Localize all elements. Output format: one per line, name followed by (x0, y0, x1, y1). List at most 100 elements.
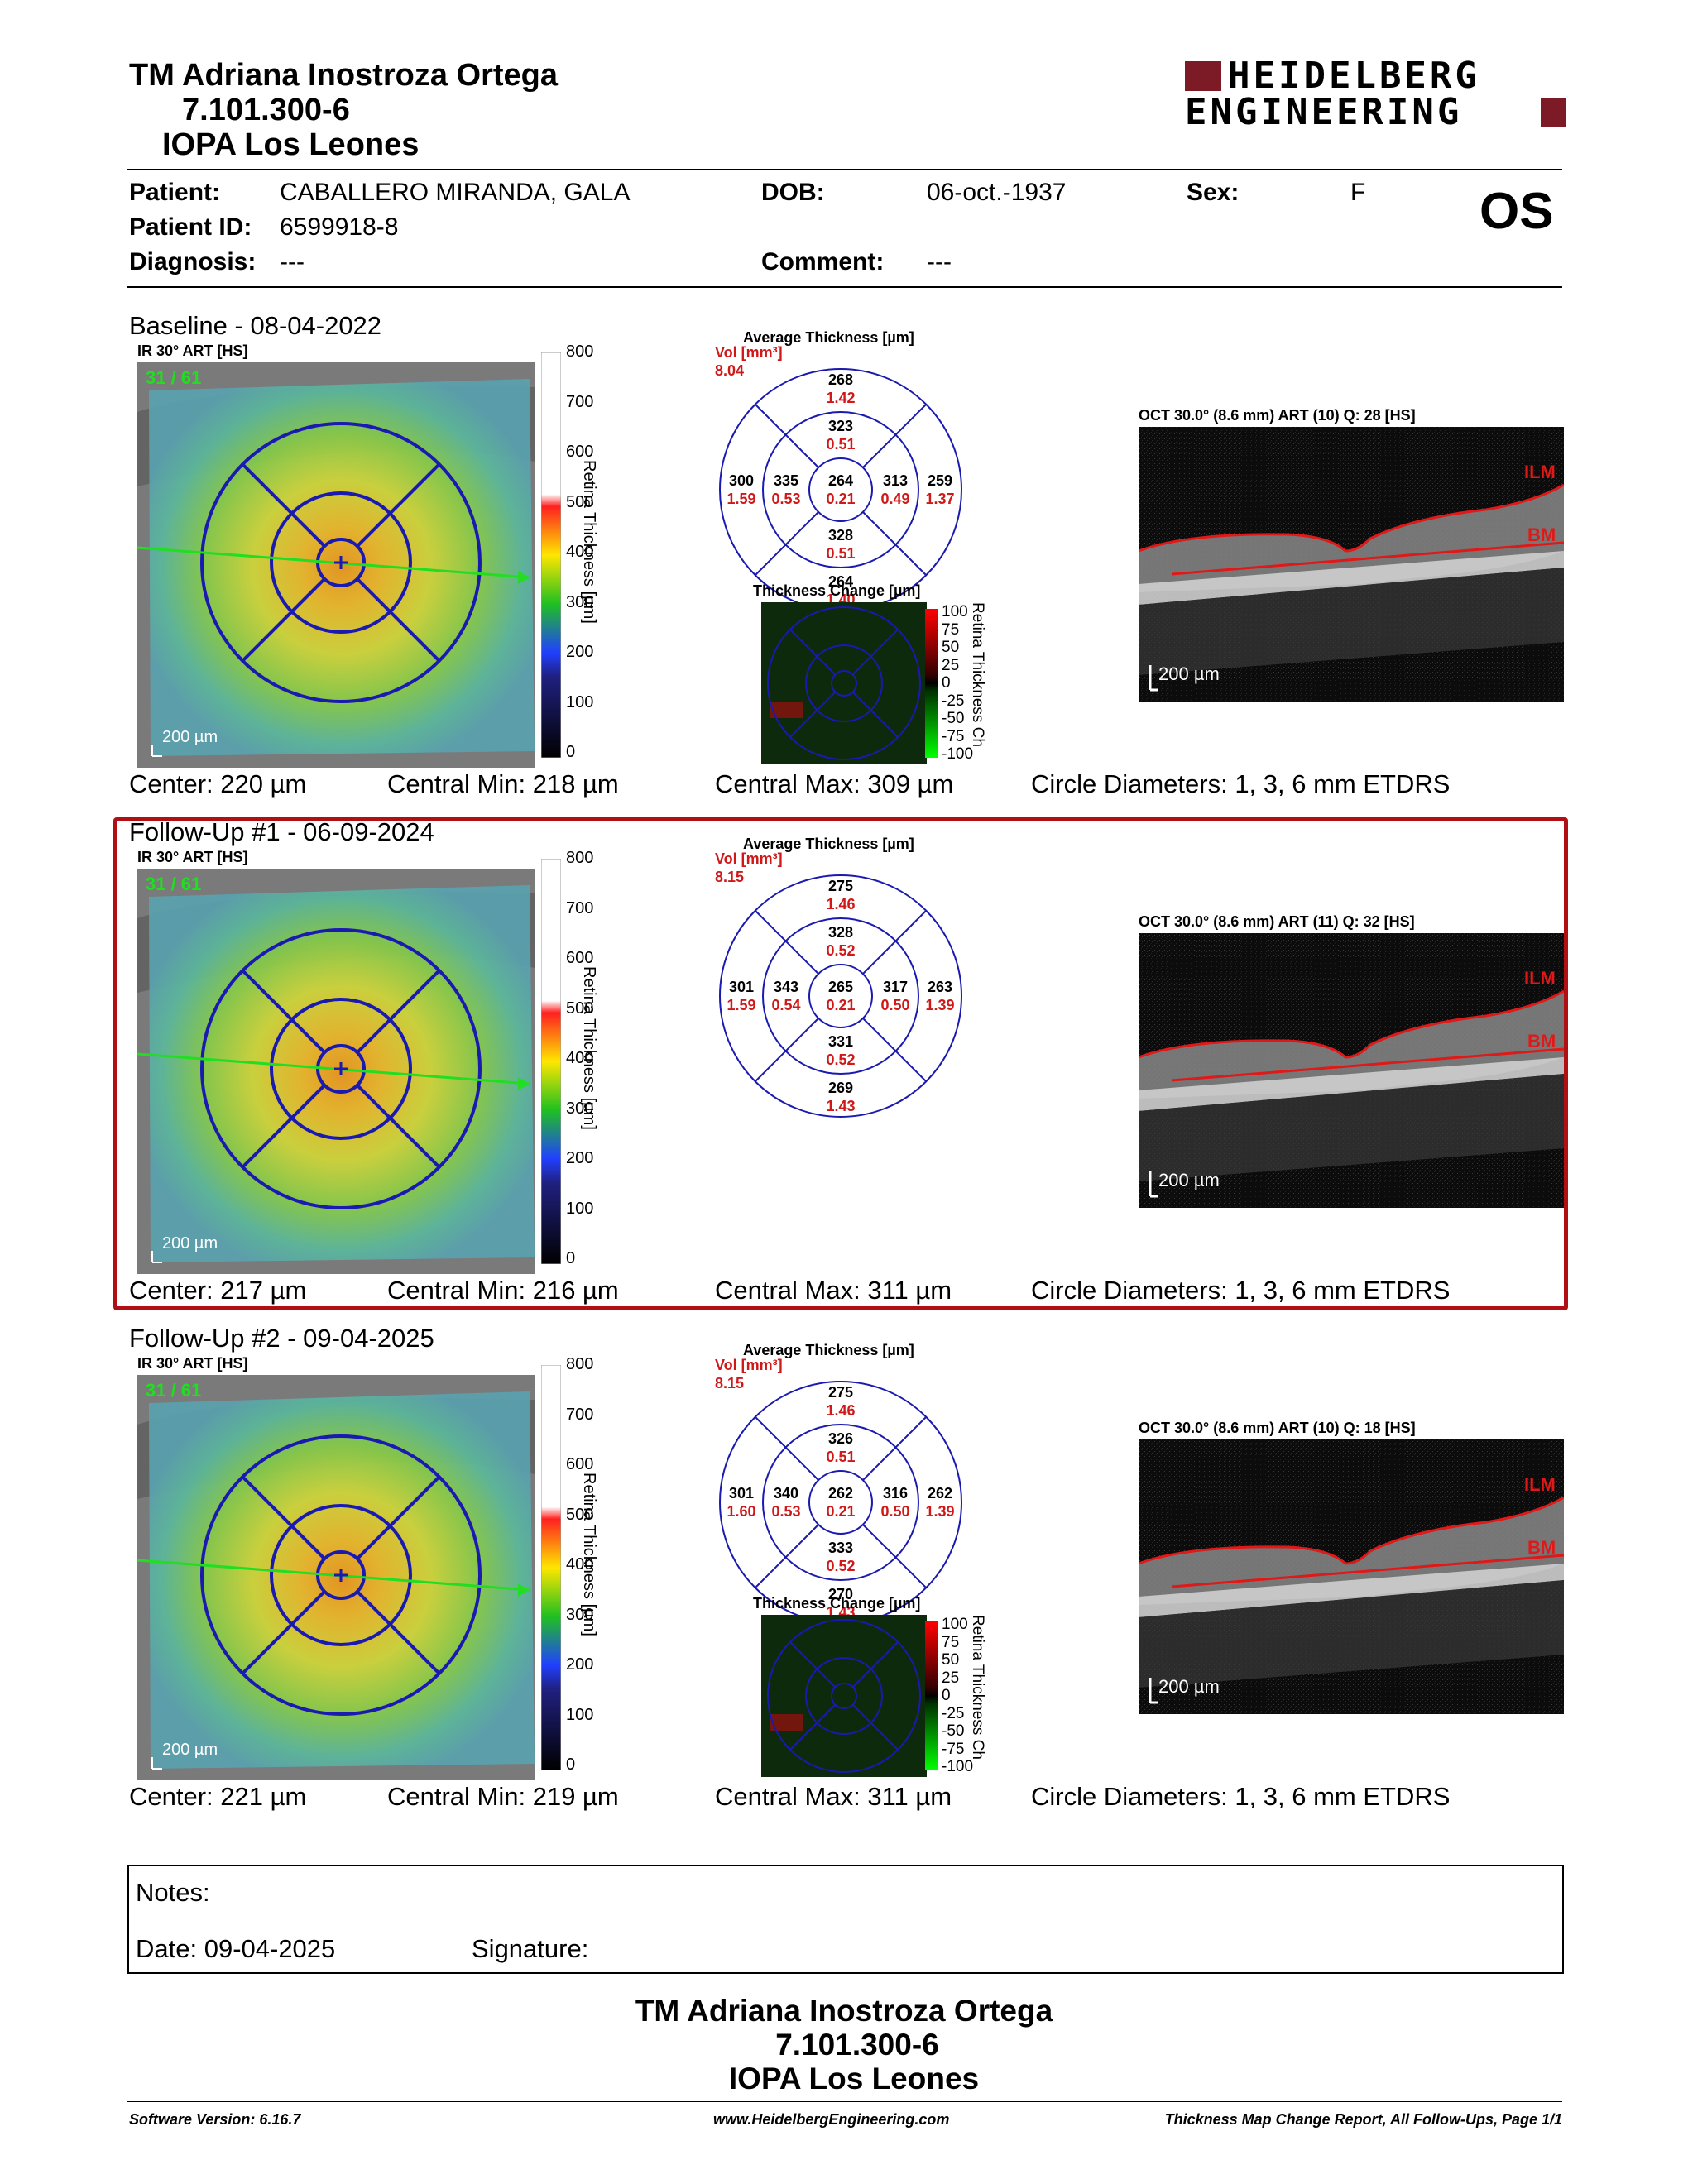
sector-volume: 1.59 (727, 997, 756, 1013)
sector-thickness: 326 (827, 1430, 854, 1447)
scale-tick: 0 (566, 743, 576, 761)
scale-tick: 0 (566, 1755, 576, 1774)
sector-volume: 1.46 (826, 896, 856, 912)
sector-thickness: 264 (827, 472, 854, 489)
sector-thickness: 268 (827, 371, 854, 388)
sector-thickness: 328 (827, 527, 854, 544)
change-title: Thickness Change [µm] (753, 582, 921, 599)
change-tick: 25 (942, 1669, 960, 1687)
ir-label: IR 30° ART [HS] (137, 342, 248, 359)
total-volume: 8.04 (715, 362, 745, 379)
patient-value: CABALLERO MIRANDA, GALA (280, 179, 631, 206)
eye-indicator: OS (1479, 183, 1554, 240)
website-link[interactable]: www.HeidelbergEngineering.com (713, 2111, 950, 2128)
sector-thickness: 262 (827, 1485, 854, 1502)
change-tick: -50 (942, 1722, 965, 1740)
sector-ii: 333 0.52 (816, 1539, 866, 1575)
oct-scalebar-label: 200 µm (1158, 663, 1220, 684)
thickness-color-scale (541, 859, 561, 1264)
header-divider (127, 169, 1562, 170)
header-title: TM Adriana Inostroza Ortega 7.101.300-6 … (129, 58, 558, 162)
exam-section: Follow-Up #1 - 06-09-2024 IR 30° ART [HS]… (0, 817, 1688, 1314)
sector-volume: 0.54 (771, 997, 801, 1013)
logo-line-1: HEIDELBERG (1228, 55, 1480, 97)
thickness-change-map (761, 602, 927, 764)
central-max: Central Max: 309 µm (715, 769, 954, 798)
change-tick: 0 (942, 1687, 951, 1704)
sector-thickness: 264 (827, 573, 854, 590)
fixation-label: 31 / 61 (146, 367, 202, 388)
scale-title: Retina Thickness [µm] (580, 1473, 598, 1636)
sector-volume: 0.50 (880, 997, 910, 1013)
sector-si: 328 0.52 (816, 923, 866, 960)
sector-volume: 0.52 (826, 942, 856, 959)
sector-volume: 0.51 (826, 1449, 856, 1465)
etdrs-outer-ring (200, 422, 482, 703)
central-max: Central Max: 311 µm (715, 1782, 952, 1811)
oct-scalebar-label: 200 µm (1158, 1170, 1220, 1190)
scale-tick: 600 (566, 1455, 594, 1473)
header-line-2: 7.101.300-6 (182, 93, 350, 127)
central-min: Central Min: 219 µm (387, 1782, 619, 1811)
thickness-color-scale (541, 352, 561, 758)
etdrs-spoke (241, 462, 326, 548)
sector-c: 262 0.21 (816, 1484, 866, 1521)
fundus-thickness-map (137, 869, 535, 1274)
sector-thickness: 323 (827, 418, 854, 434)
sector-thickness: 317 (882, 979, 909, 995)
comment-value: --- (927, 248, 952, 275)
scale-tick: 700 (566, 1405, 594, 1424)
dob-value: 06-oct.-1937 (927, 179, 1067, 206)
change-tick: -25 (942, 692, 965, 710)
oct-label: OCT 30.0° (8.6 mm) ART (11) Q: 32 [HS] (1139, 913, 1415, 930)
scale-title: Retina Thickness [µm] (580, 460, 598, 624)
etdrs-spoke (241, 1475, 326, 1560)
logo-line-2: ENGINEERING (1185, 91, 1463, 133)
sector-volume: 1.39 (925, 997, 955, 1013)
bm-line (1171, 1554, 1564, 1588)
sector-volume: 1.46 (826, 1402, 856, 1419)
oct-bscan (1139, 1439, 1564, 1714)
sector-ni: 335 0.53 (761, 472, 811, 508)
etdrs-spoke (241, 969, 326, 1054)
sector-to: 263 1.39 (915, 978, 965, 1014)
fundus-thickness-map (137, 362, 535, 768)
sector-ni: 343 0.54 (761, 978, 811, 1014)
scale-tick: 200 (566, 1655, 594, 1674)
scan-arrow-icon (518, 1583, 530, 1597)
sector-volume: 1.60 (727, 1503, 756, 1520)
signature-label: Signature: (472, 1934, 589, 1963)
change-tick: 25 (942, 656, 960, 674)
etdrs-spoke (356, 577, 441, 663)
etdrs-grid (719, 368, 962, 611)
oct-label: OCT 30.0° (8.6 mm) ART (10) Q: 28 [HS] (1139, 407, 1416, 424)
patient-id-label: Patient ID: (129, 213, 252, 241)
etdrs-middle-ring (270, 491, 412, 634)
change-axis-title: Retina Thickness Ch (969, 602, 986, 747)
sector-ii: 328 0.51 (816, 526, 866, 563)
ilm-line (1139, 483, 1564, 553)
etdrs-spoke (356, 1475, 441, 1560)
exam-title: Follow-Up #1 - 06-09-2024 (129, 817, 434, 846)
diagnosis-label: Diagnosis: (129, 248, 257, 275)
change-tick: 75 (942, 1633, 960, 1651)
sector-thickness: 263 (927, 979, 953, 995)
avg-thickness-title: Average Thickness [µm] (743, 1342, 914, 1358)
ilm-label: ILM (1524, 968, 1556, 989)
total-volume: 8.15 (715, 1375, 745, 1391)
sector-thickness: 313 (882, 472, 909, 489)
sector-volume: 0.52 (826, 1558, 856, 1574)
circle-diameters: Circle Diameters: 1, 3, 6 mm ETDRS (1031, 769, 1451, 798)
sector-ii: 331 0.52 (816, 1032, 866, 1069)
sector-volume: 0.53 (771, 491, 801, 507)
scale-tick: 500 (566, 999, 594, 1018)
sector-to: 262 1.39 (915, 1484, 965, 1521)
oct-bscan (1139, 933, 1564, 1208)
oct-label: OCT 30.0° (8.6 mm) ART (10) Q: 18 [HS] (1139, 1420, 1416, 1436)
oct-scalebar-label: 200 µm (1158, 1676, 1220, 1697)
sector-thickness: 333 (827, 1540, 854, 1556)
sector-thickness: 331 (827, 1033, 854, 1050)
fundus-scalebar-label: 200 µm (162, 728, 218, 746)
logo-block-icon-2 (1541, 98, 1566, 127)
etdrs-spoke (241, 577, 326, 663)
